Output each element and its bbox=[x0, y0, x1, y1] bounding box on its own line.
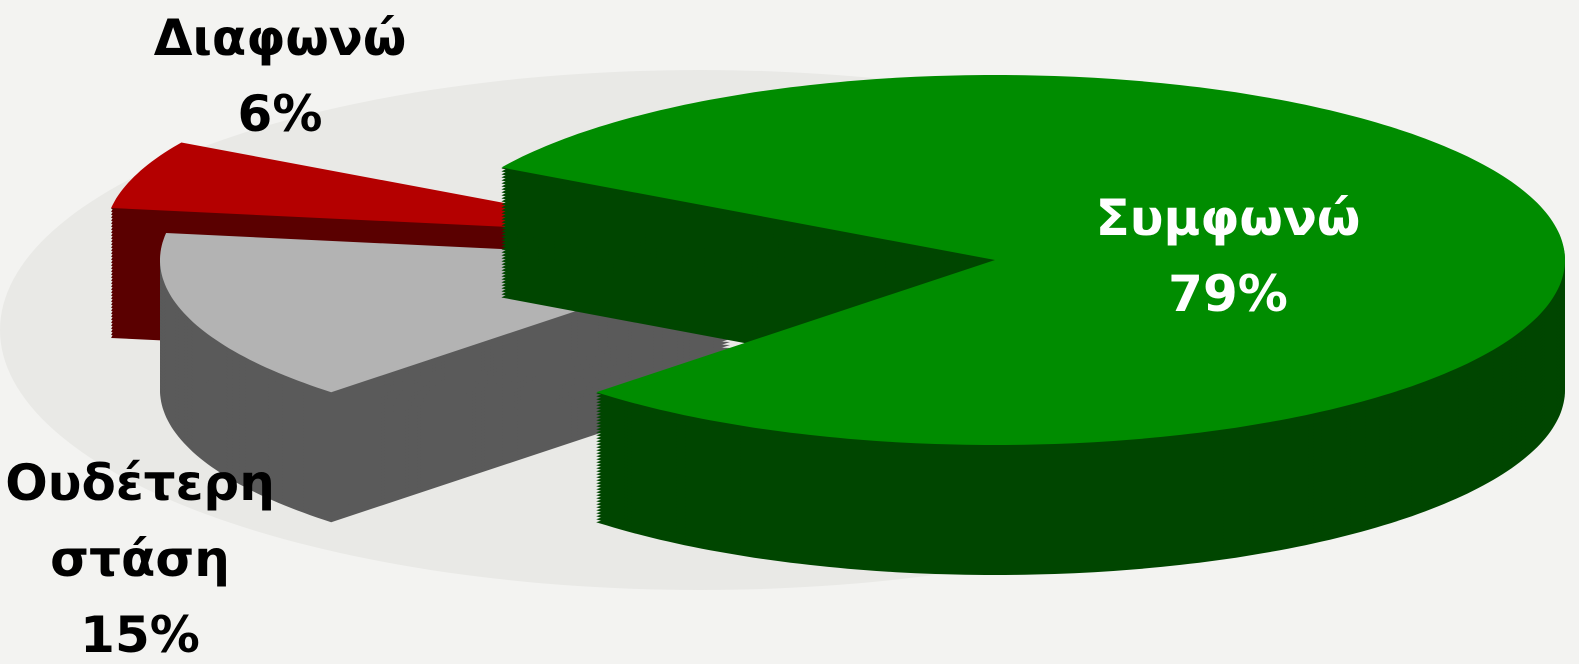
label-group: Συμφωνώ 79% bbox=[1058, 180, 1398, 332]
slice bbox=[501, 75, 1565, 445]
value-label: 79% bbox=[1168, 265, 1288, 323]
value-label: 6% bbox=[237, 85, 323, 143]
label-group: Διαφωνώ 6% bbox=[110, 0, 450, 152]
category-label: Συμφωνώ bbox=[1095, 189, 1361, 247]
pie bbox=[111, 75, 1565, 575]
category-label: Ουδέτερη στάση bbox=[5, 454, 275, 588]
value-label: 15% bbox=[80, 606, 200, 664]
label-group: Ουδέτερη στάση 15% bbox=[0, 445, 310, 664]
category-label: Διαφωνώ bbox=[153, 9, 407, 67]
